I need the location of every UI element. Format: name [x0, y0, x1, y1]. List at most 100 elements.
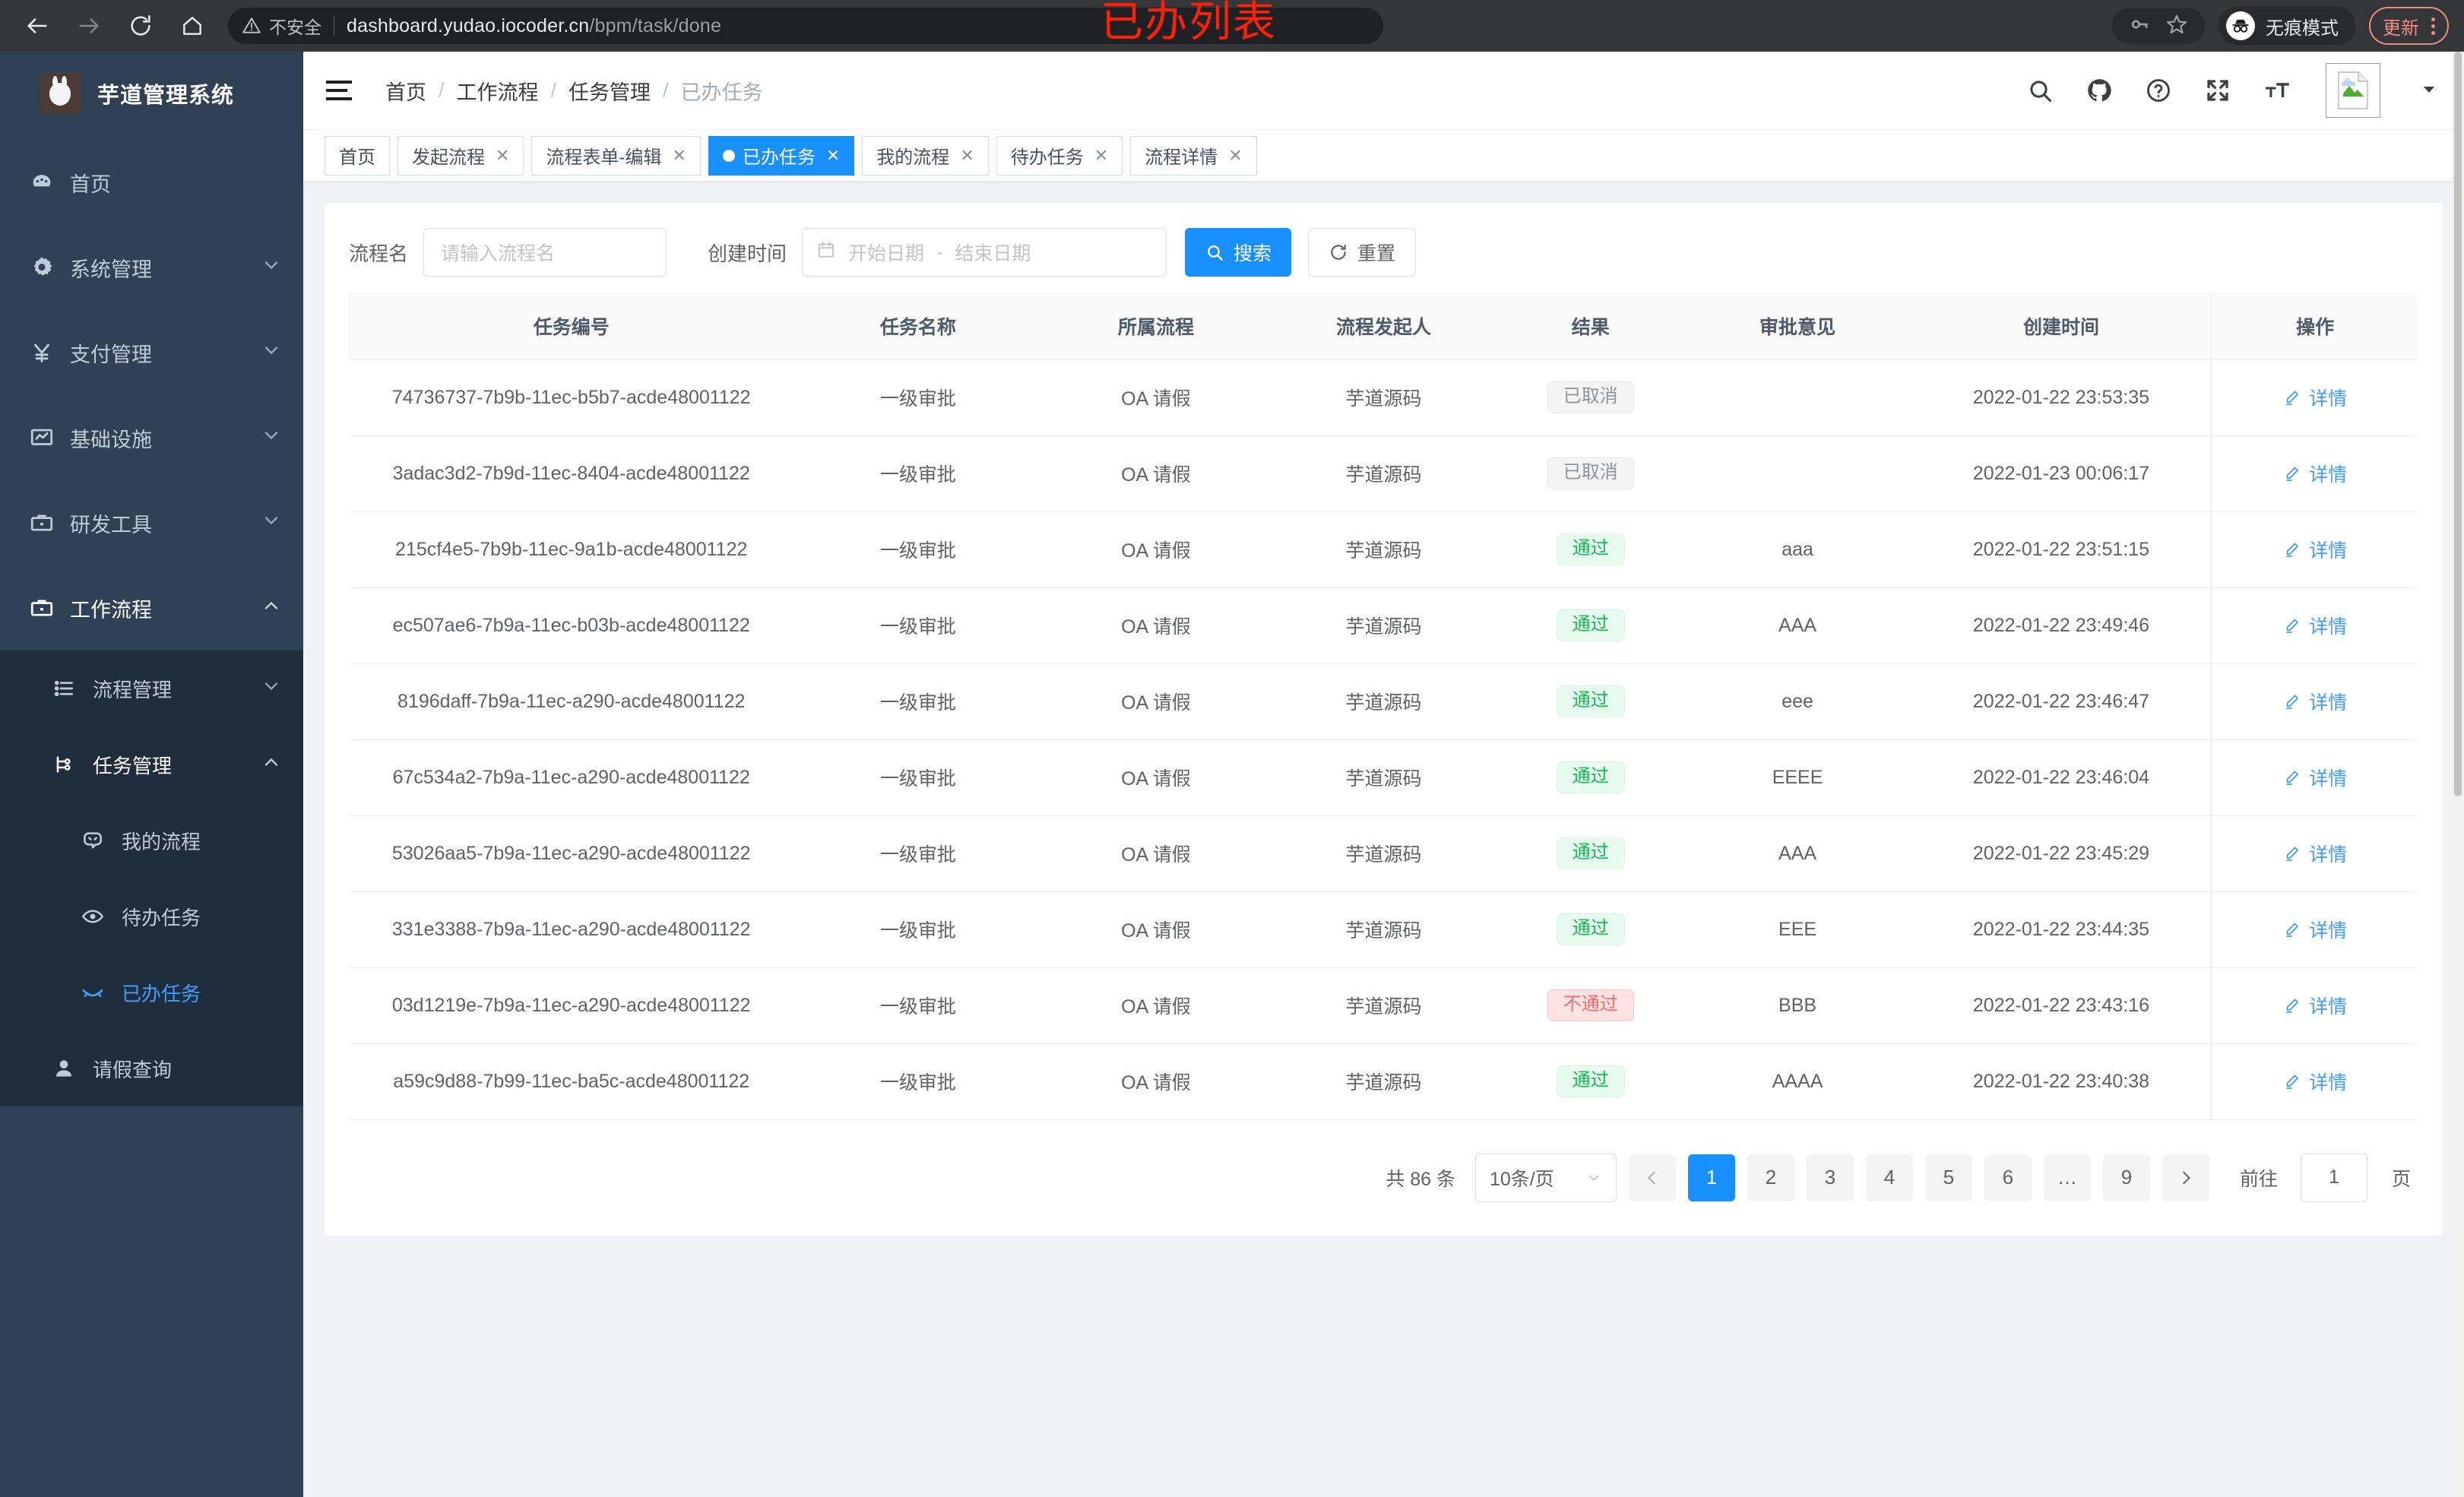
- pagination-page-2[interactable]: 2: [1747, 1154, 1794, 1201]
- scrollbar-thumb[interactable]: [2454, 52, 2462, 796]
- pagination-page-3[interactable]: 3: [1806, 1154, 1854, 1201]
- breadcrumb-item-0[interactable]: 首页: [385, 81, 426, 104]
- kebab-menu-icon[interactable]: [2431, 17, 2435, 35]
- sidebar-item-home[interactable]: 首页: [0, 140, 303, 225]
- sidebar-item-leave-query[interactable]: 请假查询: [0, 1030, 303, 1106]
- cell-starter: 芋道源码: [1269, 663, 1498, 740]
- detail-button[interactable]: 详情: [2283, 384, 2347, 411]
- password-key-button[interactable]: [2129, 14, 2150, 39]
- close-icon[interactable]: ✕: [1228, 145, 1243, 165]
- pagination-ellipsis[interactable]: …: [2043, 1154, 2091, 1201]
- sidebar-item-infrastructure[interactable]: 基础设施: [0, 395, 303, 480]
- monitor-icon: [29, 425, 70, 451]
- table-header-row: 任务编号 任务名称 所属流程 流程发起人 结果 审批意见 创建时间 操作: [349, 293, 2418, 360]
- cell-comment: eee: [1683, 663, 1911, 740]
- avatar[interactable]: [2326, 63, 2380, 118]
- sidebar-item-my-process[interactable]: 我的流程: [0, 802, 303, 878]
- tab-process-detail[interactable]: 流程详情 ✕: [1130, 135, 1257, 176]
- app-root: 芋道管理系统 首页 系统管理 支付管理: [0, 52, 2464, 1497]
- tab-start-process[interactable]: 发起流程 ✕: [397, 135, 524, 176]
- caret-glyph: [2424, 86, 2434, 93]
- reload-button[interactable]: [117, 2, 164, 49]
- page-size-select[interactable]: 10条/页: [1474, 1153, 1617, 1202]
- column-header-task-name: 任务名称: [793, 293, 1043, 360]
- sidebar-item-label: 待办任务: [122, 906, 201, 929]
- pagination-next-button[interactable]: [2162, 1154, 2209, 1201]
- close-icon[interactable]: ✕: [672, 145, 686, 165]
- detail-button[interactable]: 详情: [2283, 612, 2347, 639]
- close-icon[interactable]: ✕: [1094, 145, 1109, 165]
- reset-button[interactable]: 重置: [1308, 228, 1417, 277]
- cell-task-name: 一级审批: [793, 511, 1043, 588]
- cell-created: 2022-01-22 23:40:38: [1911, 1043, 2212, 1120]
- cell-created: 2022-01-22 23:46:47: [1911, 663, 2212, 740]
- pagination-page-5[interactable]: 5: [1924, 1154, 1972, 1201]
- back-button[interactable]: [14, 2, 61, 49]
- tab-my-process[interactable]: 我的流程 ✕: [862, 135, 989, 176]
- tab-home[interactable]: 首页: [325, 135, 390, 176]
- detail-button[interactable]: 详情: [2283, 1068, 2347, 1095]
- tab-todo-tasks[interactable]: 待办任务 ✕: [996, 135, 1123, 176]
- pagination-page-1[interactable]: 1: [1687, 1154, 1735, 1201]
- page-scrollbar[interactable]: [2452, 52, 2464, 1497]
- cell-result: 通过: [1497, 891, 1684, 968]
- sidebar-item-system[interactable]: 系统管理: [0, 225, 303, 310]
- update-button[interactable]: 更新: [2369, 7, 2449, 45]
- sidebar-item-workflow[interactable]: 工作流程: [0, 565, 303, 650]
- sidebar-item-process-management[interactable]: 流程管理: [0, 650, 303, 726]
- github-icon[interactable]: [2084, 75, 2114, 106]
- detail-button[interactable]: 详情: [2283, 840, 2347, 867]
- cell-action: 详情: [2211, 587, 2418, 664]
- column-header-process: 所属流程: [1042, 293, 1270, 360]
- home-button[interactable]: [169, 2, 216, 49]
- pagination-page-4[interactable]: 4: [1865, 1154, 1913, 1201]
- font-size-icon[interactable]: [2262, 75, 2292, 106]
- sidebar-logo-text: 芋道管理系统: [97, 84, 235, 108]
- sidebar-item-label: 任务管理: [93, 754, 173, 777]
- column-header-result: 结果: [1497, 293, 1684, 360]
- detail-button[interactable]: 详情: [2283, 688, 2347, 715]
- close-icon[interactable]: ✕: [960, 145, 974, 165]
- filter-bar: 流程名 请输入流程名 创建时间 开始日期 - 结束日期: [349, 226, 2418, 279]
- sidebar-logo[interactable]: 芋道管理系统: [0, 52, 303, 135]
- pagination-prev-button[interactable]: [1628, 1154, 1676, 1201]
- search-icon[interactable]: [2025, 75, 2055, 106]
- detail-button[interactable]: 详情: [2283, 536, 2347, 563]
- cell-task-name: 一级审批: [793, 587, 1043, 664]
- sidebar-item-task-management[interactable]: 任务管理: [0, 726, 303, 802]
- fullscreen-icon[interactable]: [2203, 75, 2233, 106]
- create-time-range-picker[interactable]: 开始日期 - 结束日期: [802, 228, 1167, 277]
- column-header-created: 创建时间: [1911, 293, 2212, 360]
- detail-button[interactable]: 详情: [2283, 764, 2347, 791]
- detail-button[interactable]: 详情: [2283, 992, 2347, 1019]
- tab-label: 流程表单-编辑: [546, 147, 662, 168]
- help-icon[interactable]: [2143, 75, 2174, 106]
- table-row: 67c534a2-7b9a-11ec-a290-acde48001122 一级审批…: [349, 739, 2418, 816]
- forward-button[interactable]: [65, 2, 112, 49]
- pagination-page-9[interactable]: 9: [2102, 1154, 2150, 1201]
- tab-done-tasks[interactable]: 已办任务 ✕: [708, 135, 855, 176]
- sidebar-item-done-tasks[interactable]: 已办任务: [0, 954, 303, 1030]
- close-icon[interactable]: ✕: [825, 145, 841, 165]
- sidebar-item-todo-tasks[interactable]: 待办任务: [0, 878, 303, 954]
- node-icon: [52, 752, 93, 777]
- cell-starter: 芋道源码: [1269, 435, 1498, 512]
- breadcrumb-item-1[interactable]: 工作流程: [456, 81, 539, 104]
- process-name-input[interactable]: 请输入流程名: [423, 228, 667, 277]
- hamburger-icon[interactable]: [326, 81, 359, 100]
- search-button[interactable]: 搜索: [1185, 228, 1292, 277]
- address-bar[interactable]: 不安全 dashboard.yudao.iocoder.cn/bpm/task/…: [228, 8, 1383, 44]
- chevron-down-icon[interactable]: [2420, 80, 2438, 102]
- pagination-goto-input[interactable]: 1: [2300, 1153, 2367, 1202]
- detail-button[interactable]: 详情: [2283, 916, 2347, 943]
- bookmark-button[interactable]: [2165, 13, 2188, 40]
- pagination-page-6[interactable]: 6: [1984, 1154, 2032, 1201]
- incognito-indicator[interactable]: 无痕模式: [2219, 7, 2355, 45]
- breadcrumb-item-2[interactable]: 任务管理: [568, 81, 651, 104]
- close-icon[interactable]: ✕: [496, 145, 510, 165]
- tab-process-form-edit[interactable]: 流程表单-编辑 ✕: [531, 135, 701, 176]
- sidebar-item-devtools[interactable]: 研发工具: [0, 480, 303, 565]
- security-indicator[interactable]: 不安全: [242, 13, 334, 39]
- detail-button[interactable]: 详情: [2283, 460, 2347, 487]
- sidebar-item-payment[interactable]: 支付管理: [0, 310, 303, 395]
